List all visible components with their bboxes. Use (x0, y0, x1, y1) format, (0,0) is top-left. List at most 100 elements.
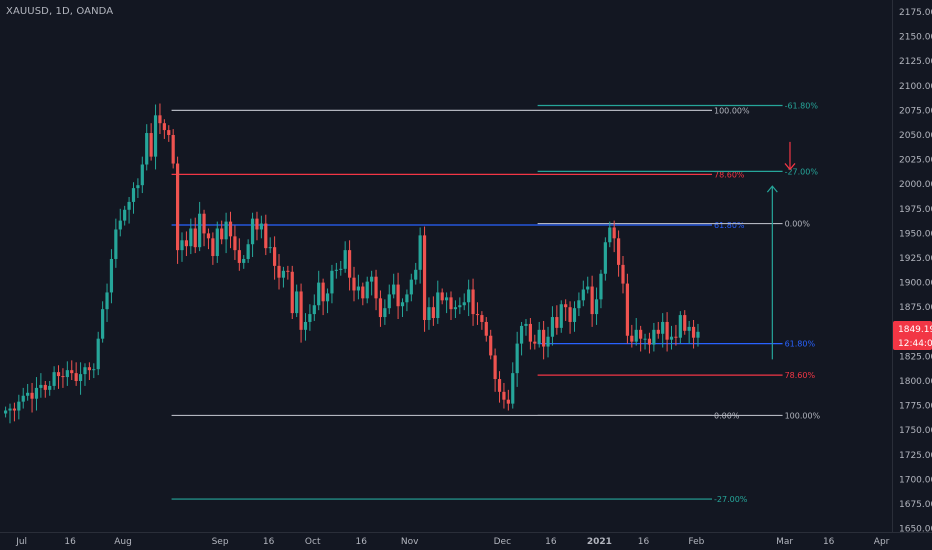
candle-body (202, 213, 206, 234)
price-tick-label: 1675.000 (899, 500, 932, 510)
candle-body (378, 298, 383, 318)
candle-body (83, 367, 87, 375)
price-tick-label: 2025.000 (899, 156, 932, 166)
candle-body (237, 250, 241, 263)
candle-body (594, 299, 599, 315)
candle-body (625, 283, 630, 336)
candle-body (158, 115, 162, 124)
time-tick-label: Apr (874, 537, 890, 547)
fib-level-label: 78.60% (785, 371, 816, 380)
symbol-legend: XAUUSD, 1D, OANDA (6, 6, 113, 17)
candle-body (228, 221, 233, 237)
candle-body (467, 289, 471, 303)
candle-body (308, 314, 312, 322)
candle-body (153, 115, 158, 157)
candle-body (528, 323, 532, 342)
price-tick-label: 1700.000 (899, 475, 932, 485)
candle-body (647, 338, 652, 345)
candle-body (136, 185, 140, 189)
price-tick-label: 2125.000 (899, 57, 932, 67)
time-tick-label: Jul (15, 537, 27, 547)
time-tick-label: 16 (638, 537, 650, 547)
candle-body (634, 329, 638, 342)
price-tick-label: 2100.000 (899, 82, 932, 92)
candle-body (484, 321, 488, 336)
fib-level-label: 100.00% (785, 411, 821, 420)
candle-body (198, 213, 202, 248)
candle-body (546, 336, 550, 347)
candle-body (220, 228, 224, 240)
candle-body (564, 304, 568, 308)
candle-body (542, 329, 546, 347)
candle-body (511, 373, 515, 404)
time-axis[interactable]: Jul 16 Aug Sep 16 Oct 16 Nov Dec 16 2021 16 Feb Mar 16… (15, 537, 889, 547)
down-arrow-head (784, 163, 796, 171)
candle-body (96, 338, 100, 370)
candle-body (533, 341, 537, 344)
price-tick-label: 1925.000 (899, 254, 932, 264)
candle-body (61, 376, 65, 378)
candle-body (277, 265, 281, 278)
candle-body (145, 133, 149, 165)
candle-body (608, 227, 612, 243)
candle-body (643, 338, 647, 340)
candle-body (687, 326, 691, 331)
price-tick-label: 1975.000 (899, 205, 932, 215)
candle-body (427, 307, 431, 320)
price-tick-label: 2050.000 (899, 131, 932, 141)
time-tick-label: Mar (776, 537, 793, 547)
candle-body (109, 258, 114, 293)
candle-body (462, 302, 466, 306)
candle-body (405, 294, 409, 303)
candle-body (78, 374, 83, 381)
candle-body (215, 228, 219, 257)
candle-body (87, 367, 91, 371)
candle-body (387, 294, 391, 309)
candle-body (656, 329, 660, 334)
time-tick-label: 16 (545, 537, 557, 547)
candle-body (330, 270, 334, 294)
candle-body (303, 321, 308, 330)
price-tick-label: 1875.000 (899, 303, 932, 313)
candle-body (56, 372, 61, 377)
price-tick-label: 2000.000 (899, 180, 932, 190)
candle-body (264, 223, 268, 249)
candle-body (581, 289, 585, 301)
candle-body (453, 307, 458, 310)
candle-body (493, 355, 497, 380)
candle-body (674, 336, 678, 338)
candle-body (577, 300, 581, 309)
candle-body (70, 370, 74, 374)
price-badge-price: 1849.195 (898, 325, 932, 335)
candle-body (497, 379, 502, 392)
candle-body (475, 314, 480, 316)
candle-body (392, 284, 396, 295)
candle-body (325, 293, 330, 302)
fib-level-label: 100.00% (714, 106, 750, 115)
candle-body (559, 304, 563, 328)
candle-body (612, 227, 616, 239)
candle-body (616, 238, 621, 265)
candle-body (502, 391, 506, 400)
candle-body (12, 408, 17, 411)
candle-body (105, 292, 109, 310)
candle-body (506, 399, 510, 404)
candle-body (347, 250, 352, 278)
candle-body (519, 325, 524, 344)
candle-body (92, 369, 96, 371)
candle-body (180, 240, 184, 251)
candle-body (343, 250, 347, 269)
candle-body (524, 323, 528, 326)
price-badge-countdown: 12:44:00 (898, 339, 932, 349)
candle-body (334, 269, 338, 271)
price-tick-label: 1950.000 (899, 229, 932, 239)
candle-body (101, 309, 105, 339)
candle-body (678, 315, 682, 338)
candle-body (259, 223, 263, 230)
candle-body (537, 329, 541, 344)
candle-body (665, 321, 669, 340)
candle-body (224, 221, 228, 240)
time-tick-label: Feb (688, 537, 704, 547)
